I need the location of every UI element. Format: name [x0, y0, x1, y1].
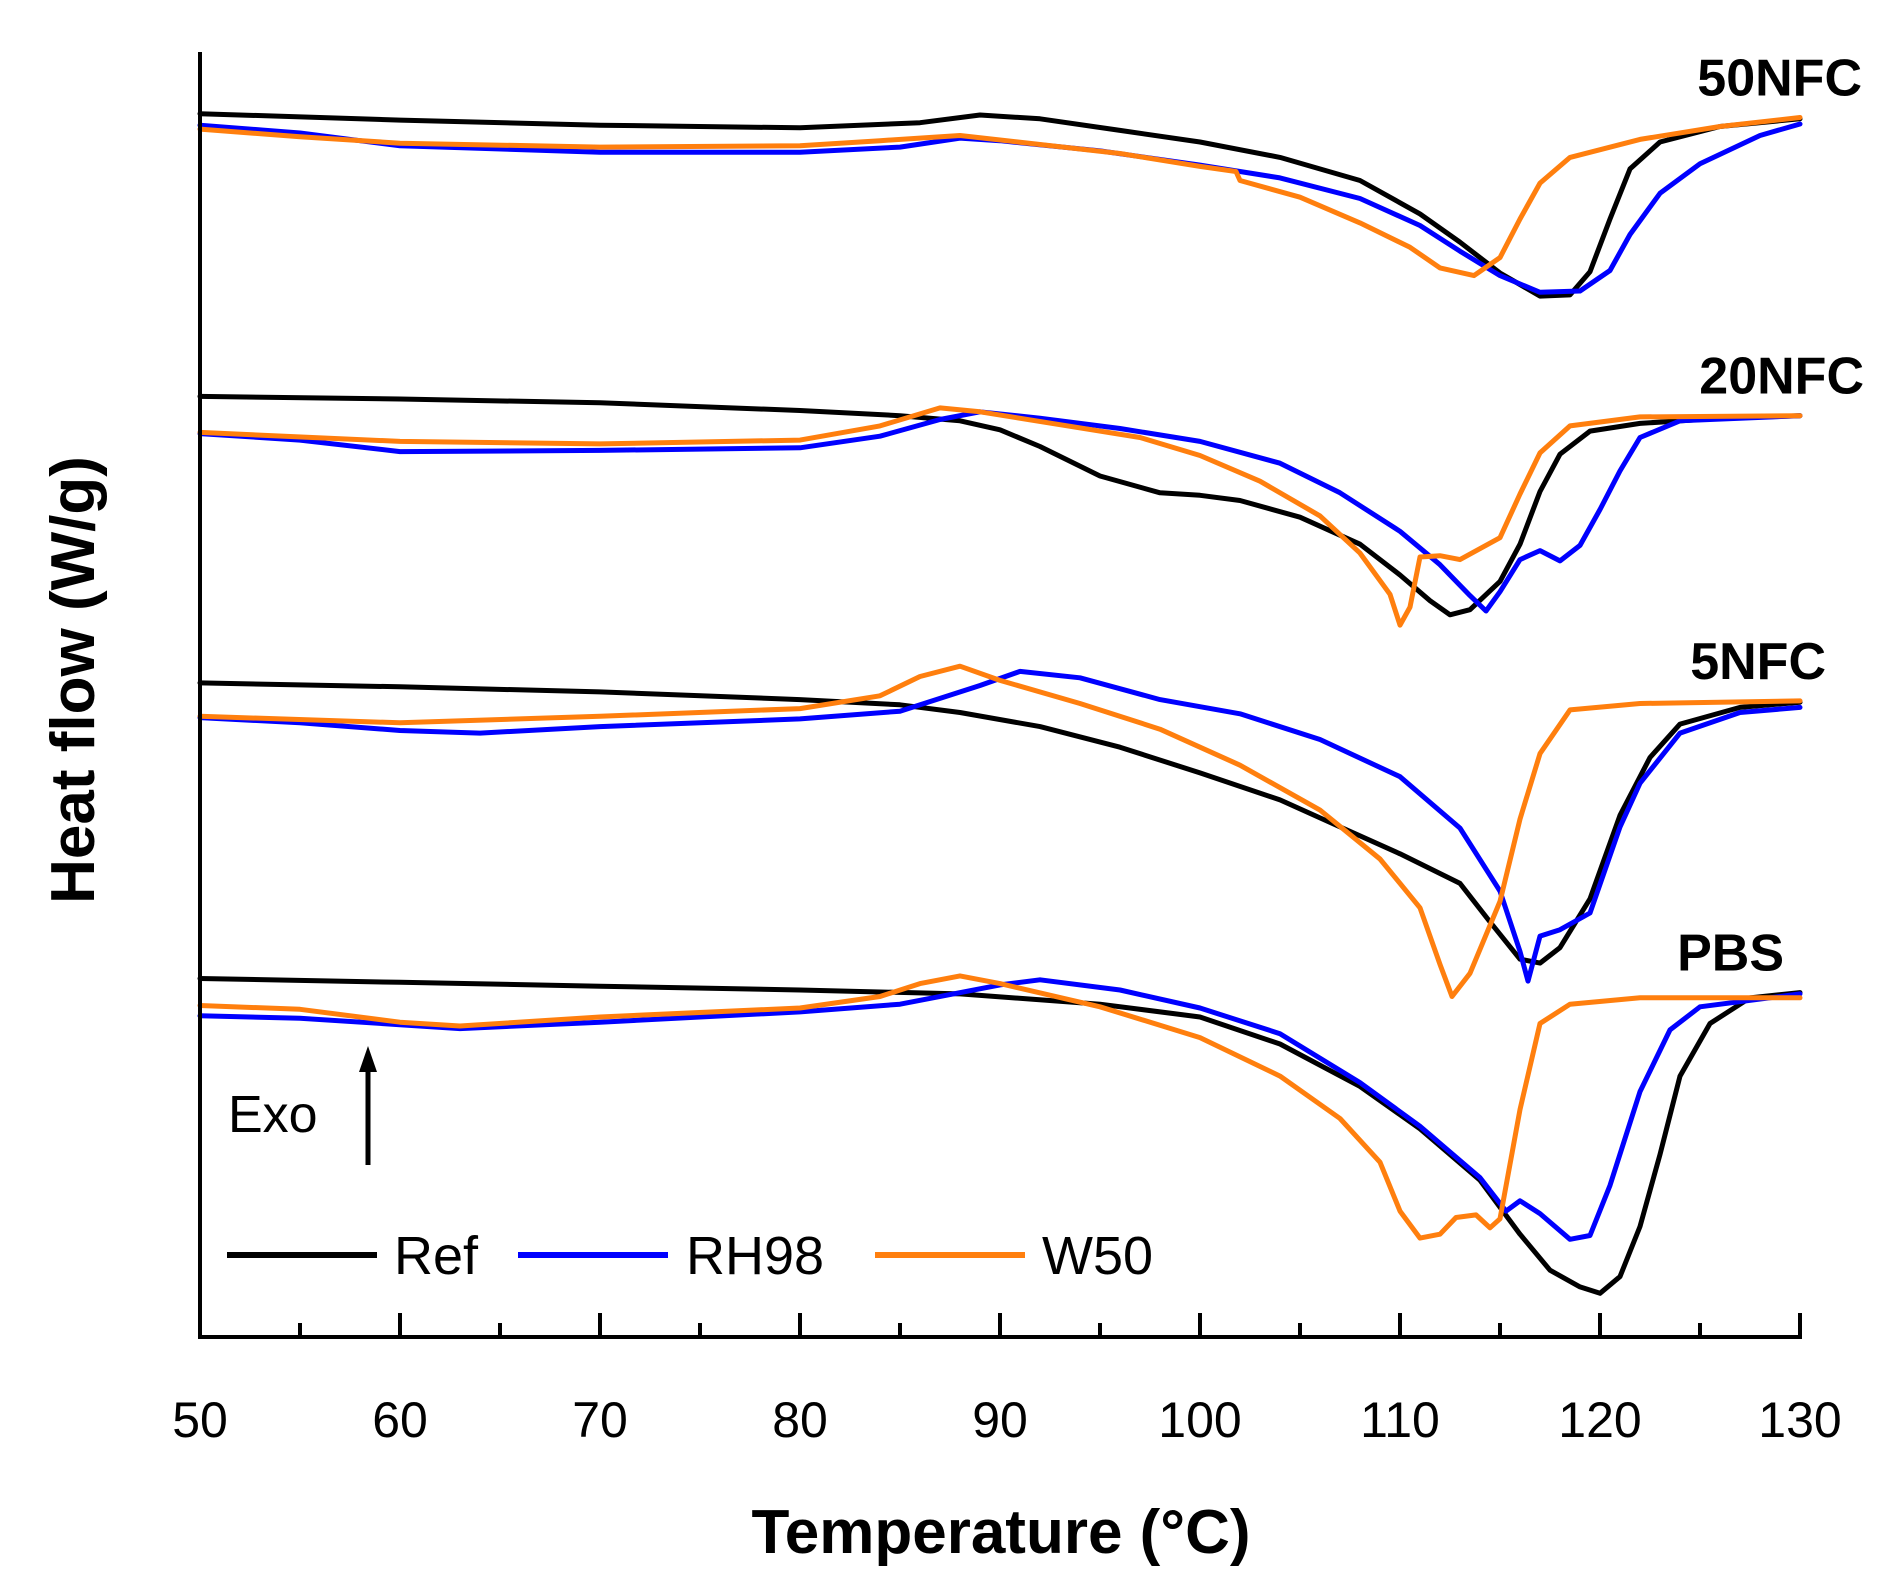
- x-tick-label: 60: [372, 1392, 428, 1448]
- group-label-pbs: PBS: [1677, 925, 1784, 983]
- series-line-20nfc-rh98: [197, 409, 1803, 614]
- x-tick-label: 80: [772, 1392, 828, 1448]
- x-tick-labels: 50 60 70 80 90 100 110 120 130: [172, 1392, 1842, 1448]
- x-axis-title: Temperature (°C): [751, 1498, 1250, 1567]
- exo-label: Exo: [228, 1086, 318, 1144]
- legend-label-ref: Ref: [394, 1226, 479, 1286]
- series-line-5nfc-ref: [197, 680, 1803, 966]
- x-tick-label: 120: [1558, 1392, 1641, 1448]
- legend-label-w50: W50: [1042, 1226, 1153, 1286]
- y-axis-title: Heat flow (W/g): [39, 456, 108, 904]
- legend: Ref RH98 W50: [227, 1226, 1153, 1286]
- group-label-5nfc: 5NFC: [1690, 633, 1826, 691]
- series-line-pbs-rh98: [197, 977, 1803, 1242]
- x-tick-label: 130: [1758, 1392, 1841, 1448]
- exo-annotation: Exo: [228, 1046, 377, 1165]
- series-line-50nfc-ref: [197, 111, 1803, 299]
- exo-arrow-head-icon: [359, 1046, 377, 1072]
- series-line-pbs-w50: [197, 973, 1803, 1241]
- x-tick-label: 90: [972, 1392, 1028, 1448]
- axes: [198, 52, 1802, 1339]
- group-label-20nfc: 20NFC: [1699, 348, 1864, 406]
- series-line-5nfc-rh98: [197, 668, 1803, 984]
- group-labels: 50NFC 20NFC 5NFC PBS: [1677, 50, 1864, 983]
- group-label-50nfc: 50NFC: [1697, 50, 1862, 108]
- plot-lines: [197, 111, 1803, 1296]
- series-line-20nfc-ref: [197, 393, 1803, 618]
- x-tick-label: 100: [1158, 1392, 1241, 1448]
- series-line-20nfc-w50: [197, 405, 1803, 628]
- legend-label-rh98: RH98: [686, 1226, 824, 1286]
- series-line-50nfc-rh98: [197, 121, 1803, 295]
- series-line-50nfc-w50: [197, 115, 1803, 279]
- series-line-5nfc-w50: [197, 663, 1803, 999]
- x-tick-label: 50: [172, 1392, 228, 1448]
- x-tick-label: 70: [572, 1392, 628, 1448]
- x-ticks: [198, 1313, 1802, 1337]
- x-tick-label: 110: [1360, 1392, 1440, 1448]
